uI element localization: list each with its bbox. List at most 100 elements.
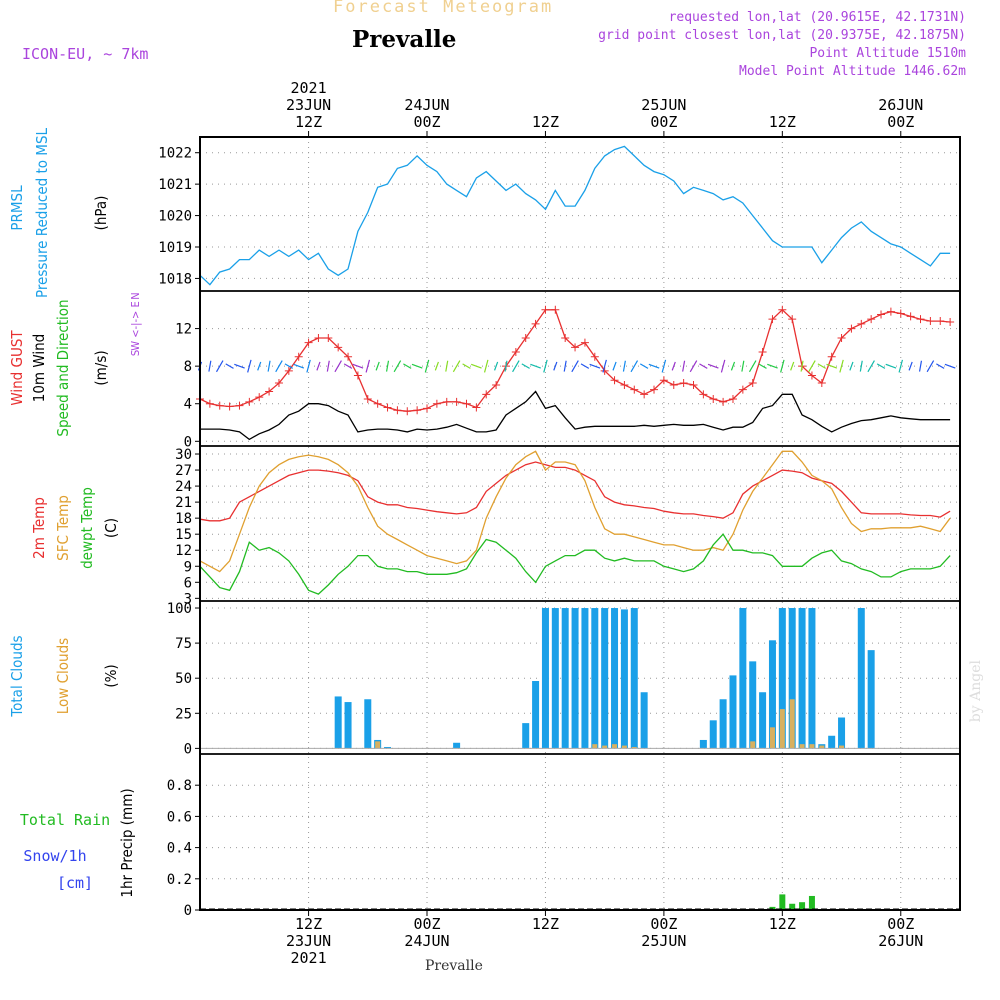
label-cm: [cm]	[57, 874, 93, 892]
wind-arrow	[707, 363, 719, 369]
wind-arrow	[867, 360, 875, 373]
rain-bar	[779, 894, 786, 910]
ytick-label: 12	[175, 543, 192, 559]
wind-arrow	[215, 360, 224, 373]
total-cloud-bar	[581, 608, 589, 749]
label-dewpt-temp: dewpt Temp	[78, 487, 96, 569]
ytick-label: 0.6	[167, 809, 192, 825]
gust-marker	[541, 305, 550, 314]
total-cloud-bar	[384, 746, 392, 749]
ytick-label: 0	[184, 903, 192, 919]
wind-arrow	[445, 360, 449, 372]
label-low-clouds: Low Clouds	[54, 638, 72, 714]
location-title: Prevalle	[352, 26, 457, 53]
wind-arrow	[790, 361, 795, 371]
gust-marker	[235, 401, 244, 410]
gust-marker	[551, 305, 560, 314]
label-c: (C)	[102, 518, 120, 538]
total-cloud-bar	[778, 608, 786, 749]
gust-marker	[482, 390, 491, 399]
gust-marker	[827, 352, 836, 361]
date-label-bottom: 23JUN	[286, 932, 331, 950]
label-total-clouds: Total Clouds	[8, 635, 26, 717]
wind-arrow	[661, 359, 667, 373]
total-cloud-bar	[759, 692, 767, 749]
time-label-bottom: 00Z	[413, 915, 440, 933]
time-label-bottom: 12Z	[769, 915, 796, 933]
low-cloud-bar	[612, 744, 618, 749]
total-cloud-bar	[532, 681, 540, 749]
label-prmsl: PRMSL	[8, 185, 26, 231]
total-cloud-bar	[571, 608, 579, 749]
gust-marker	[650, 385, 659, 394]
wind-arrow	[470, 363, 482, 369]
label-percent: (%)	[102, 664, 120, 687]
wind-arrow	[553, 361, 558, 371]
meteogram-title: Forecast Meteogram	[333, 0, 554, 17]
wind-arrow	[571, 360, 579, 373]
date-label-top: 23JUN	[286, 96, 331, 114]
label-10m-wind: 10m Wind	[30, 334, 48, 403]
total-cloud-bar	[364, 699, 372, 749]
wind-arrow	[748, 360, 757, 373]
gust-marker	[630, 385, 639, 394]
gust-marker	[344, 352, 353, 361]
gust-marker	[215, 401, 224, 410]
wind-arrow	[898, 359, 904, 373]
ytick-label: 1022	[158, 146, 192, 162]
label-2m-temp: 2m Temp	[30, 497, 48, 559]
gust-marker	[492, 380, 501, 389]
wind-arrow	[859, 360, 863, 372]
wind-arrow	[849, 361, 854, 371]
low-cloud-bar	[602, 745, 608, 749]
compass-s: S	[129, 350, 142, 356]
time-label-bottom: 00Z	[650, 915, 677, 933]
compass-n: N	[129, 292, 142, 299]
wind-arrow	[817, 363, 827, 369]
panel-frame-0	[199, 136, 961, 292]
total-cloud-bar	[561, 608, 569, 749]
wind-arrow	[316, 361, 321, 371]
temp-sfc-line	[199, 450, 951, 573]
time-label-top: 00Z	[413, 113, 440, 131]
gust-marker	[590, 352, 599, 361]
ytick-label: 3	[184, 591, 192, 607]
gust-marker	[679, 379, 688, 388]
gust-marker	[788, 315, 797, 324]
wind-arrow	[284, 363, 294, 369]
gust-marker	[324, 333, 333, 342]
date-label-top: 24JUN	[404, 96, 449, 114]
wind-arrow	[483, 359, 489, 373]
panel-frame-3	[199, 600, 961, 755]
model-label: ICON-EU, ~ 7km	[22, 45, 149, 63]
gust-marker	[778, 305, 787, 314]
low-cloud-bar	[375, 741, 381, 749]
ytick-label: 27	[175, 463, 192, 479]
wind-10m-line	[200, 390, 951, 441]
gust-marker	[659, 376, 668, 385]
low-cloud-bar	[621, 745, 627, 749]
label-hpa: (hPa)	[92, 196, 110, 231]
wind-arrow	[780, 359, 785, 373]
wind-arrow	[424, 359, 430, 373]
time-label-bottom: 12Z	[295, 915, 322, 933]
wind-arrow	[648, 363, 660, 369]
ytick-label: 1021	[158, 177, 192, 193]
wind-arrow	[352, 363, 364, 369]
wind-arrow	[234, 363, 245, 369]
gust-marker	[403, 407, 412, 416]
footer-location: Prevalle	[425, 958, 483, 974]
wind-arrow	[580, 363, 590, 369]
wind-arrow	[375, 361, 380, 371]
total-cloud-bar	[620, 609, 628, 749]
wind-arrow	[393, 360, 402, 373]
low-cloud-bar	[592, 744, 598, 749]
gust-marker	[946, 318, 955, 326]
point-altitude: Point Altitude 1510m	[809, 46, 966, 61]
wind-arrow	[689, 360, 698, 373]
total-cloud-bar	[838, 717, 846, 749]
gust-marker	[304, 338, 313, 347]
low-cloud-bar	[809, 744, 815, 749]
gust-marker	[571, 343, 580, 352]
